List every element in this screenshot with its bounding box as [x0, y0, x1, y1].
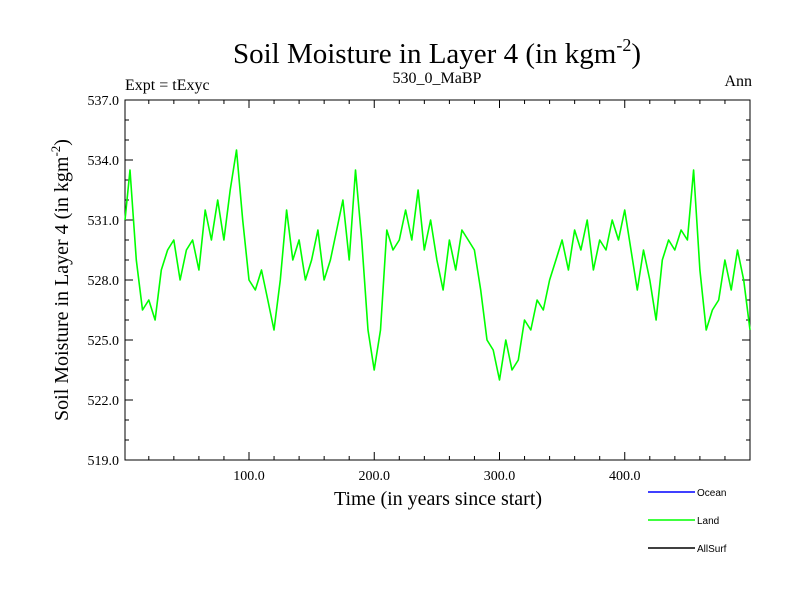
legend-label-allsurf: AllSurf: [697, 544, 727, 555]
subtitle-right: Ann: [724, 73, 752, 90]
x-tick-label: 300.0: [484, 469, 516, 484]
y-tick-label: 522.0: [88, 394, 120, 409]
y-tick-label: 519.0: [88, 454, 120, 469]
subtitle-center: 530_0_MaBP: [393, 70, 482, 87]
x-tick-label: 400.0: [609, 469, 641, 484]
legend-label-ocean: Ocean: [697, 488, 726, 499]
chart-title: Soil Moisture in Layer 4 (in kgm-2): [233, 35, 641, 70]
chart-title-superscript: -2: [616, 35, 631, 55]
y-tick-label: 528.0: [88, 274, 120, 289]
legend: Ocean Land AllSurf: [648, 488, 727, 555]
series-lines: [124, 149, 751, 381]
x-axis-label: Time (in years since start): [334, 488, 542, 510]
y-tick-label: 537.0: [88, 94, 120, 109]
y-tick-label: 525.0: [88, 334, 120, 349]
x-tick-label: 200.0: [358, 469, 390, 484]
y-tick-label: 531.0: [88, 214, 120, 229]
y-tick-label: 534.0: [88, 154, 120, 169]
legend-label-land: Land: [697, 516, 719, 527]
y-axis-label: Soil Moisture in Layer 4 (in kgm-2): [48, 139, 73, 421]
x-tick-label: 100.0: [233, 469, 265, 484]
subtitle-left: Expt = tExyc: [125, 77, 210, 94]
y-axis-label-superscript: -2: [48, 146, 63, 157]
series-line-land: [124, 149, 751, 381]
y-axis: 519.0 522.0 525.0 528.0 531.0 534.0 537.0: [88, 94, 750, 469]
plot-frame: [124, 99, 751, 461]
x-axis: 100.0 200.0 300.0 400.0: [148, 100, 726, 484]
